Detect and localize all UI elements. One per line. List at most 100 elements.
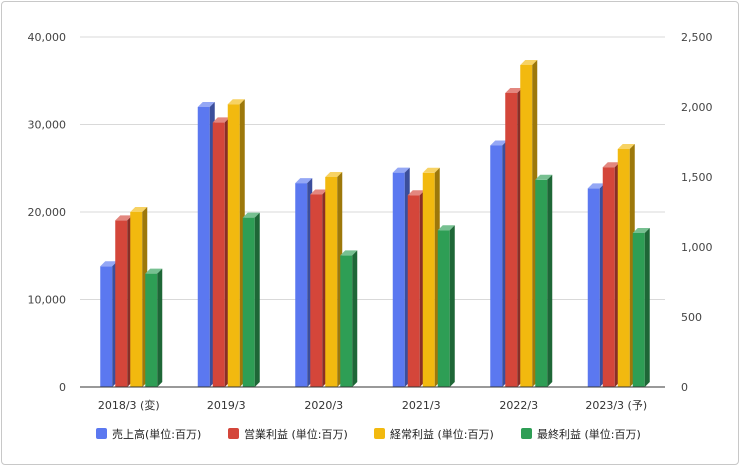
- bar: [310, 189, 328, 387]
- bar-top: [617, 144, 635, 149]
- bar: [392, 167, 410, 387]
- bar-top: [242, 212, 260, 218]
- right-axis-ticks: 0 500 1,000 1,500 2,000 2,500: [681, 31, 713, 394]
- left-axis-tick-label: 20,000: [28, 206, 67, 219]
- bar-front: [505, 93, 518, 387]
- legend-item: 営業利益 (単位:百万): [228, 427, 348, 441]
- bar-top: [505, 88, 523, 93]
- bar-front: [602, 167, 615, 387]
- bar-front: [392, 172, 405, 387]
- bar-front: [422, 172, 435, 387]
- bar: [227, 99, 245, 387]
- bar-front: [407, 195, 420, 387]
- bar-top: [340, 250, 358, 256]
- bar: [407, 190, 425, 387]
- bar: [295, 178, 313, 387]
- bar-front: [130, 212, 143, 387]
- legend-item: 経常利益 (単位:百万): [374, 427, 494, 441]
- right-axis-tick-label: 2,000: [681, 101, 713, 114]
- bar-side: [352, 250, 358, 387]
- bar-top: [535, 174, 553, 180]
- bar-top: [422, 167, 440, 173]
- bar-top: [100, 261, 118, 267]
- bar-side: [449, 225, 455, 387]
- bar-top: [130, 207, 148, 212]
- bar-front: [212, 122, 225, 388]
- bar-front: [242, 217, 255, 387]
- bar-top: [490, 140, 508, 146]
- category-labels: 2018/3 (変) 2019/3 2020/3 2021/3 2022/3 2023/3…: [98, 398, 647, 412]
- bar: [602, 162, 620, 387]
- x-axis-category-label: 2021/3: [402, 399, 441, 412]
- bar-top: [392, 167, 410, 173]
- right-axis-tick-label: 1,000: [681, 241, 713, 254]
- bar-front: [490, 145, 503, 387]
- bar-top: [212, 117, 230, 123]
- bars: [100, 60, 650, 388]
- legend-label: 経常利益 (単位:百万): [390, 427, 494, 441]
- bar-top: [295, 178, 313, 184]
- bar-front: [340, 255, 353, 387]
- bar: [340, 250, 358, 387]
- bar: [490, 140, 508, 387]
- bar-top: [145, 268, 163, 274]
- bar-top: [407, 190, 425, 196]
- bar-front: [325, 177, 338, 387]
- bar: [212, 117, 230, 388]
- x-axis-category-label: 2019/3: [207, 399, 246, 412]
- bar-top: [310, 189, 328, 195]
- bar-top: [520, 60, 538, 65]
- legend-swatch: [374, 428, 385, 439]
- x-axis-category-label: 2022/3: [499, 399, 538, 412]
- bar-top: [587, 183, 605, 189]
- bar: [422, 167, 440, 387]
- right-axis-tick-label: 500: [681, 311, 702, 324]
- x-axis-category-label: 2023/3 (予): [585, 399, 647, 412]
- bar: [145, 268, 163, 387]
- bar-front: [520, 65, 533, 387]
- bar-front: [535, 179, 548, 387]
- left-axis-tick-label: 0: [59, 381, 66, 394]
- legend: 売上高(単位:百万) 営業利益 (単位:百万) 経常利益 (単位:百万) 最終利益 (…: [96, 427, 641, 441]
- legend-swatch: [228, 428, 239, 439]
- bar-front: [632, 233, 645, 387]
- legend-swatch: [521, 428, 532, 439]
- bar-side: [644, 228, 650, 387]
- bar-front: [197, 107, 210, 387]
- bar-front: [310, 194, 323, 387]
- bar: [437, 225, 455, 387]
- bar: [505, 88, 523, 387]
- bar: [242, 212, 260, 387]
- bar-front: [100, 266, 113, 387]
- bar: [535, 174, 553, 387]
- right-axis-tick-label: 2,500: [681, 31, 713, 44]
- left-axis-ticks: 0 10,000 20,000 30,000 40,000: [28, 31, 67, 394]
- bar-front: [617, 149, 630, 387]
- legend-label: 営業利益 (単位:百万): [244, 427, 348, 441]
- bar: [520, 60, 538, 387]
- x-axis-category-label: 2018/3 (変): [98, 398, 160, 412]
- bar: [197, 102, 215, 387]
- x-axis-category-label: 2020/3: [304, 399, 343, 412]
- legend-item: 最終利益 (単位:百万): [521, 427, 641, 441]
- bar-top: [115, 215, 133, 221]
- bar-front: [295, 183, 308, 387]
- bar-front: [437, 230, 450, 387]
- bar-front: [145, 273, 158, 387]
- right-axis-tick-label: 1,500: [681, 171, 713, 184]
- bar-side: [157, 268, 163, 387]
- left-axis-tick-label: 40,000: [28, 31, 67, 44]
- legend-label: 最終利益 (単位:百万): [537, 427, 641, 441]
- bar: [100, 261, 118, 387]
- bar: [587, 183, 605, 387]
- bar: [130, 207, 148, 387]
- bar-top: [437, 225, 455, 231]
- legend-item: 売上高(単位:百万): [96, 427, 201, 441]
- bar-top: [632, 228, 650, 233]
- bar: [632, 228, 650, 387]
- bar-top: [227, 99, 245, 105]
- bar-top: [602, 162, 620, 168]
- bar: [325, 172, 343, 387]
- bar: [617, 144, 635, 387]
